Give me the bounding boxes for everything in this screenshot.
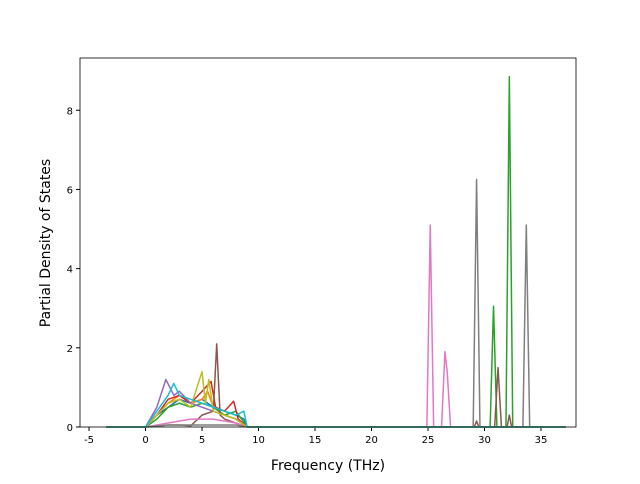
series-line	[105, 370, 566, 428]
plot-frame	[79, 57, 577, 428]
x-tick-label: -5	[84, 435, 94, 446]
x-tick-label: 20	[365, 435, 378, 446]
y-tick-label: 6	[67, 185, 73, 196]
x-tick-label: 5	[199, 435, 205, 446]
x-tick-label: 35	[535, 435, 548, 446]
x-axis-label: Frequency (THz)	[271, 458, 385, 474]
y-tick-label: 8	[67, 106, 73, 117]
y-tick-label: 2	[67, 344, 73, 355]
y-tick-label: 4	[67, 265, 73, 276]
series-line	[105, 382, 566, 428]
y-tick-label: 0	[67, 423, 73, 434]
x-tick-label: 15	[309, 435, 322, 446]
x-tick-label: 30	[478, 435, 491, 446]
x-tick-label: 0	[142, 435, 148, 446]
y-axis-label: Partial Density of States	[38, 159, 54, 327]
x-tick-label: 10	[252, 435, 265, 446]
x-tick-label: 25	[422, 435, 435, 446]
